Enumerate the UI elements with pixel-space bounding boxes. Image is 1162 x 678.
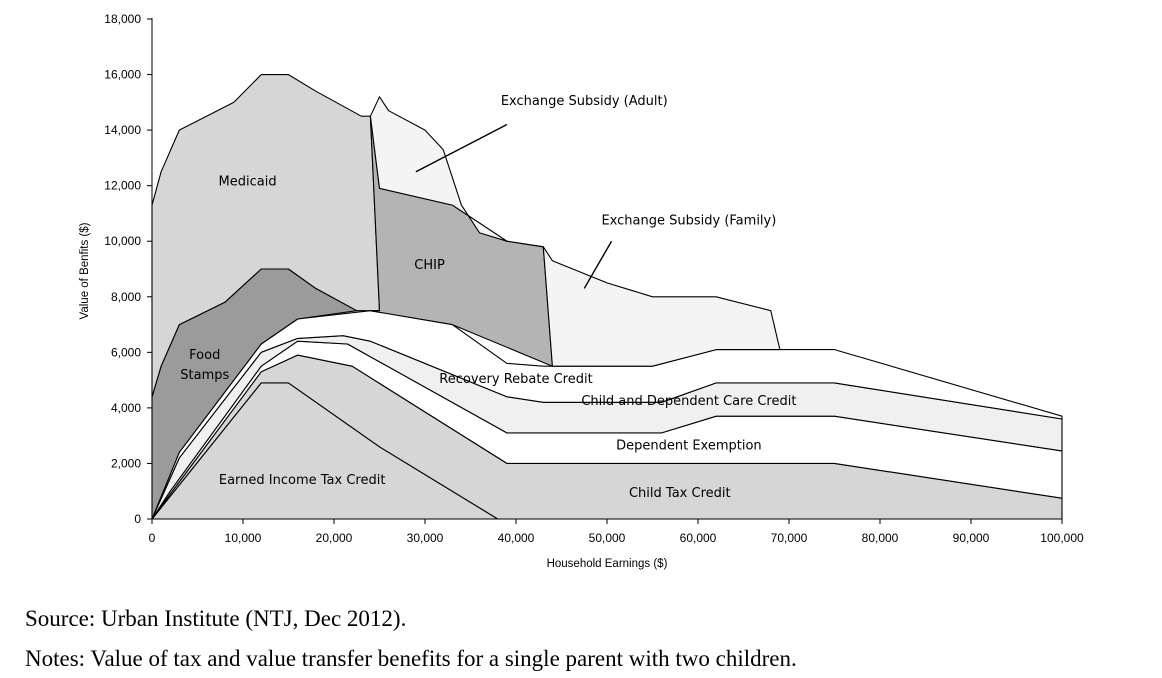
leader-exchange-subsidy-family bbox=[583, 240, 613, 289]
x-axis-title: Household Earnings ($) bbox=[547, 558, 668, 570]
y-tick-label: 18,000 bbox=[104, 12, 141, 26]
x-tick-label: 50,000 bbox=[589, 531, 626, 545]
benefits-area-chart: 0 2,000 4,000 6,000 8,000 10,000 12,000 14,000 1… bbox=[79, 12, 1084, 570]
chart-axes: 0 2,000 4,000 6,000 8,000 10,000 12,000 14,000 1… bbox=[79, 12, 1084, 570]
x-tick-label: 20,000 bbox=[316, 531, 353, 545]
x-tick-label: 80,000 bbox=[862, 531, 899, 545]
x-tick-label: 40,000 bbox=[498, 531, 535, 545]
label-food-stamps: Food Stamps bbox=[180, 348, 229, 383]
notes-text: Notes: Value of tax and value transfer b… bbox=[25, 646, 797, 671]
source-note: Source: Urban Institute (NTJ, Dec 2012). bbox=[25, 606, 407, 631]
area-exchange-subsidy-family bbox=[542, 246, 781, 367]
y-tick-label: 14,000 bbox=[104, 123, 141, 137]
x-tick-label: 90,000 bbox=[953, 531, 990, 545]
x-tick-label: 70,000 bbox=[771, 531, 808, 545]
label-medicaid: Medicaid bbox=[219, 175, 277, 190]
y-tick-label: 10,000 bbox=[104, 234, 141, 248]
label-earned-income-tax-credit: Earned Income Tax Credit bbox=[219, 473, 386, 488]
label-child-tax-credit: Child Tax Credit bbox=[629, 486, 731, 501]
label-dependent-exemption: Dependent Exemption bbox=[616, 439, 762, 454]
label-child-and-dependent-care-credit: Child and Dependent Care Credit bbox=[581, 394, 796, 409]
benefit-areas bbox=[151, 74, 1063, 520]
y-tick-label: 12,000 bbox=[104, 179, 141, 193]
label-exchange-subsidy-family: Exchange Subsidy (Family) bbox=[601, 214, 776, 229]
x-tick-label: 60,000 bbox=[680, 531, 717, 545]
y-tick-label: 16,000 bbox=[104, 68, 141, 82]
y-axis-title: Value of Benfits ($) bbox=[79, 222, 91, 319]
area-exchange-subsidy-adult bbox=[369, 96, 544, 248]
x-tick-label: 10,000 bbox=[225, 531, 262, 545]
benefit-area-labels: Earned Income Tax Credit Child Tax Credit… bbox=[180, 94, 796, 501]
area-recovery-rebate-credit bbox=[151, 310, 1063, 520]
x-tick-label: 30,000 bbox=[407, 531, 444, 545]
x-tick-label: 100,000 bbox=[1040, 531, 1084, 545]
x-tick-label: 0 bbox=[149, 531, 156, 545]
label-recovery-rebate-credit: Recovery Rebate Credit bbox=[439, 372, 592, 387]
y-tick-label: 4,000 bbox=[111, 401, 141, 415]
y-tick-label: 8,000 bbox=[111, 290, 141, 304]
y-tick-label: 6,000 bbox=[111, 345, 141, 359]
y-tick-label: 2,000 bbox=[111, 456, 141, 470]
label-exchange-subsidy-adult: Exchange Subsidy (Adult) bbox=[501, 94, 668, 109]
y-tick-label: 0 bbox=[134, 512, 141, 526]
leader-exchange-subsidy-adult bbox=[415, 123, 508, 173]
label-chip: CHIP bbox=[414, 258, 445, 273]
